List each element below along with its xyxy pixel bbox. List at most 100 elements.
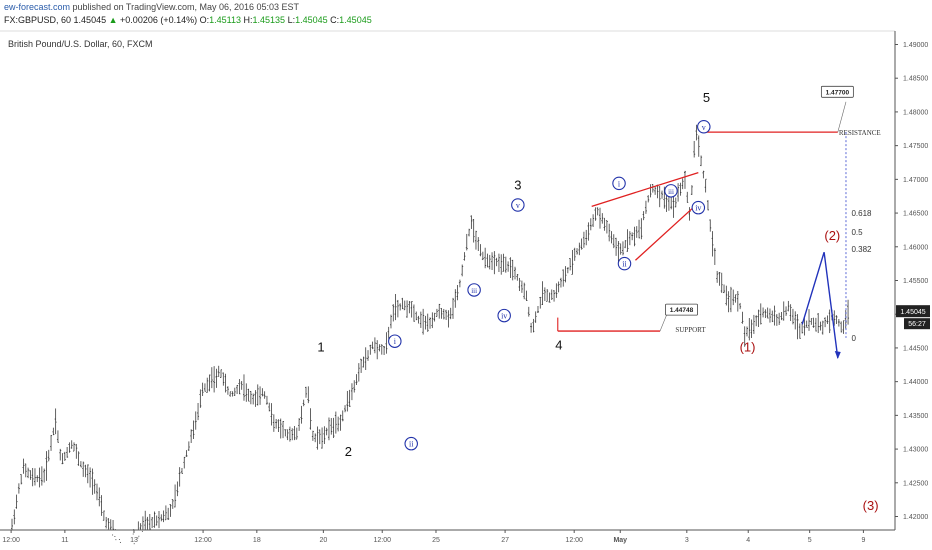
y-tick-label: 1.48500 bbox=[903, 76, 928, 83]
time-axis[interactable]: 12:00 11 13 12:00 18 20 12:00 25 27 12:00 May 3 4 5 9 bbox=[0, 529, 895, 544]
y-tick-label: 1.48000 bbox=[903, 109, 928, 116]
last-price-text: 1.45045 bbox=[73, 15, 107, 25]
wave-circle bbox=[691, 200, 706, 215]
low-value: 1.45045 bbox=[295, 15, 328, 25]
support-price-box bbox=[665, 303, 698, 316]
fib-level-label: 0.618 bbox=[851, 209, 872, 218]
wave-circle bbox=[497, 308, 511, 323]
publish-info: published on TradingView.com, May 06, 20… bbox=[72, 2, 300, 12]
wave-red-label: (2) bbox=[824, 228, 840, 243]
symbol-label: FX:GBPUSD, 60 bbox=[4, 15, 72, 25]
arrow-up-icon: ▲ bbox=[108, 15, 118, 25]
wave-circled-label: iii bbox=[668, 188, 674, 196]
x-tick-label: 27 bbox=[501, 537, 509, 544]
y-tick-label: 1.42500 bbox=[903, 480, 928, 487]
wave-label: 3 bbox=[514, 177, 521, 192]
projection-path bbox=[801, 251, 839, 359]
x-tick-label: 5 bbox=[808, 537, 812, 544]
y-tick-label: 1.42000 bbox=[903, 514, 928, 521]
y-tick-label: 1.46000 bbox=[903, 244, 928, 251]
x-tick-label: 11 bbox=[61, 537, 68, 544]
wave-label: 2 bbox=[345, 444, 352, 459]
countdown-label: 56:27 bbox=[908, 321, 926, 328]
low-label: L: bbox=[287, 15, 296, 25]
wave-circled-label: i bbox=[394, 337, 397, 346]
fib-level-label: 0 bbox=[851, 334, 856, 343]
y-tick-label: 1.49000 bbox=[903, 42, 928, 49]
wave-label: 1 bbox=[317, 339, 324, 354]
y-tick-label: 1.46500 bbox=[903, 211, 928, 218]
x-tick-label: 12:00 bbox=[2, 537, 20, 544]
wave-circled-label: iii bbox=[471, 287, 477, 295]
wave-circled-label: i bbox=[618, 179, 621, 188]
wave-circled-label: iv bbox=[695, 204, 701, 213]
lower-wedge-line bbox=[634, 202, 699, 261]
wave-circled-label: v bbox=[516, 201, 520, 210]
wave-label: 5 bbox=[703, 90, 710, 105]
wave-circled-label: ii bbox=[622, 260, 627, 269]
wave-circle bbox=[697, 120, 711, 134]
wave-circle bbox=[404, 436, 418, 451]
y-tick-label: 1.43500 bbox=[903, 413, 928, 420]
x-tick-label: May bbox=[613, 537, 627, 544]
x-tick-label: 12:00 bbox=[373, 537, 391, 544]
y-tick-label: 1.47500 bbox=[903, 143, 928, 150]
price-axis[interactable]: 1.49000 1.48500 1.48000 1.47500 1.47000 1.465… bbox=[894, 31, 930, 530]
wave-circled-label: ii bbox=[409, 440, 414, 449]
last-price-badge bbox=[896, 305, 930, 318]
y-tick-label: 1.45500 bbox=[903, 278, 928, 285]
resistance-callout-line bbox=[837, 101, 847, 133]
analysis-overlays: 1.47700 RESISTANCE 1.44748 SUPPORT 0.618 0.5 0… bbox=[557, 85, 881, 360]
x-tick-label: 4 bbox=[746, 537, 750, 544]
y-tick-label: 1.44500 bbox=[903, 345, 928, 352]
price-bars bbox=[11, 124, 850, 545]
close-value: 1.45045 bbox=[339, 15, 372, 25]
change-text: +0.00206 (+0.14%) bbox=[120, 15, 198, 25]
wave-label: 4 bbox=[555, 337, 562, 352]
chart-title: British Pound/U.S. Dollar, 60, FXCM bbox=[8, 39, 153, 49]
close-label: C: bbox=[330, 15, 340, 25]
fib-level-label: 0.5 bbox=[851, 228, 863, 237]
wave-red-label: (1) bbox=[740, 339, 756, 354]
x-tick-label: 9 bbox=[861, 537, 865, 544]
open-value: 1.45113 bbox=[209, 15, 242, 25]
resistance-text: RESISTANCE bbox=[839, 129, 881, 137]
publish-line: ew-forecast.com published on TradingView… bbox=[4, 2, 299, 12]
wave-red-label: (3) bbox=[863, 498, 879, 513]
high-label: H: bbox=[243, 15, 253, 25]
x-tick-label: 18 bbox=[253, 537, 261, 544]
high-value: 1.45135 bbox=[252, 15, 286, 25]
x-tick-label: 3 bbox=[685, 537, 689, 544]
wave-circled-label: v bbox=[702, 123, 706, 132]
last-price-label: 1.45045 bbox=[900, 309, 925, 316]
wave-circle bbox=[511, 198, 525, 212]
author-link[interactable]: ew-forecast.com bbox=[4, 2, 71, 12]
wave-circle bbox=[664, 184, 678, 198]
wave-circle bbox=[467, 283, 481, 297]
support-price-label: 1.44748 bbox=[670, 307, 694, 314]
y-tick-label: 1.43000 bbox=[903, 447, 928, 454]
chart-header: ew-forecast.com published on TradingView… bbox=[0, 0, 932, 32]
upper-wedge-line bbox=[591, 171, 699, 207]
x-tick-label: 20 bbox=[319, 537, 327, 544]
wave-circle bbox=[388, 334, 402, 348]
support-text: SUPPORT bbox=[675, 326, 706, 334]
arrow-down-icon bbox=[834, 351, 841, 360]
y-tick-label: 1.44000 bbox=[903, 379, 928, 386]
resistance-price-label: 1.47700 bbox=[826, 89, 850, 96]
wave-circled-label: iv bbox=[501, 312, 507, 321]
x-tick-label: 25 bbox=[432, 537, 440, 544]
open-label: O: bbox=[199, 15, 210, 25]
x-tick-label: 12:00 bbox=[194, 537, 212, 544]
wave-circle bbox=[612, 176, 626, 191]
resistance-price-box bbox=[820, 85, 854, 98]
ohlc-line: FX:GBPUSD, 60 1.45045 ▲ +0.00206 (+0.14%… bbox=[4, 15, 372, 25]
x-tick-label: 13 bbox=[130, 537, 138, 544]
wave-circle bbox=[617, 256, 632, 271]
y-tick-label: 1.47000 bbox=[903, 177, 928, 184]
x-tick-label: 12:00 bbox=[565, 537, 583, 544]
fib-level-label: 0.382 bbox=[851, 245, 872, 254]
countdown-badge bbox=[904, 318, 930, 330]
